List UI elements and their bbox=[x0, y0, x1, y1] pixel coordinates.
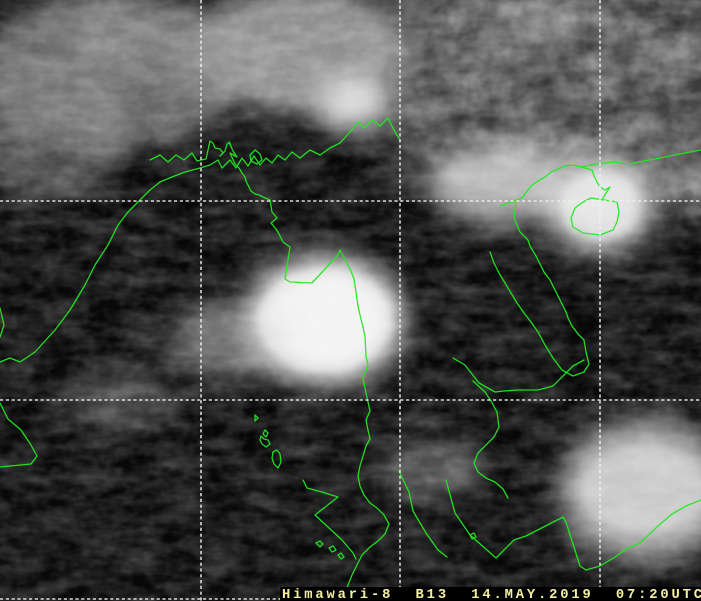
svg-text:Himawari-8 B13 14.MAY.2019: Himawari-8 B13 14.MAY.2019 07:20UTC bbox=[282, 587, 701, 601]
